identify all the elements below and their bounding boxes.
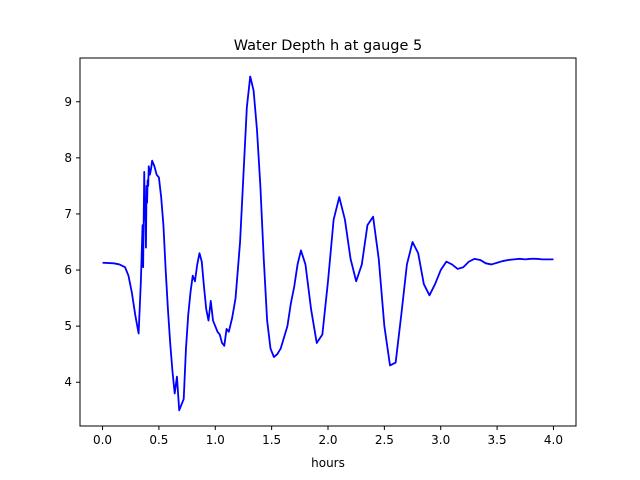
x-tick-label: 2.0 xyxy=(318,433,337,447)
plot-area xyxy=(102,75,554,412)
y-tick-label: 5 xyxy=(64,319,72,333)
x-tick-label: 0.5 xyxy=(149,433,168,447)
y-tick-label: 6 xyxy=(64,263,72,277)
y-tick-label: 9 xyxy=(64,95,72,109)
x-tick-label: 1.5 xyxy=(262,433,281,447)
chart-title: Water Depth h at gauge 5 xyxy=(234,38,422,54)
x-tick-label: 3.5 xyxy=(488,433,507,447)
y-axis-ticks: 4 5 6 7 8 9 xyxy=(64,95,80,389)
y-tick-label: 7 xyxy=(64,207,72,221)
x-tick-label: 1.0 xyxy=(206,433,225,447)
y-tick-label: 4 xyxy=(64,375,72,389)
series-line xyxy=(102,75,554,412)
y-tick-label: 8 xyxy=(64,151,72,165)
plot-frame xyxy=(79,57,577,427)
x-tick-label: 2.5 xyxy=(375,433,394,447)
x-tick-label: 0.0 xyxy=(93,433,112,447)
x-tick-label: 3.0 xyxy=(431,433,450,447)
x-tick-label: 4.0 xyxy=(544,433,563,447)
x-axis-ticks: 0.0 0.5 1.0 1.5 2.0 2.5 3.0 3.5 4.0 xyxy=(93,426,563,447)
x-axis-label: hours xyxy=(311,456,345,470)
